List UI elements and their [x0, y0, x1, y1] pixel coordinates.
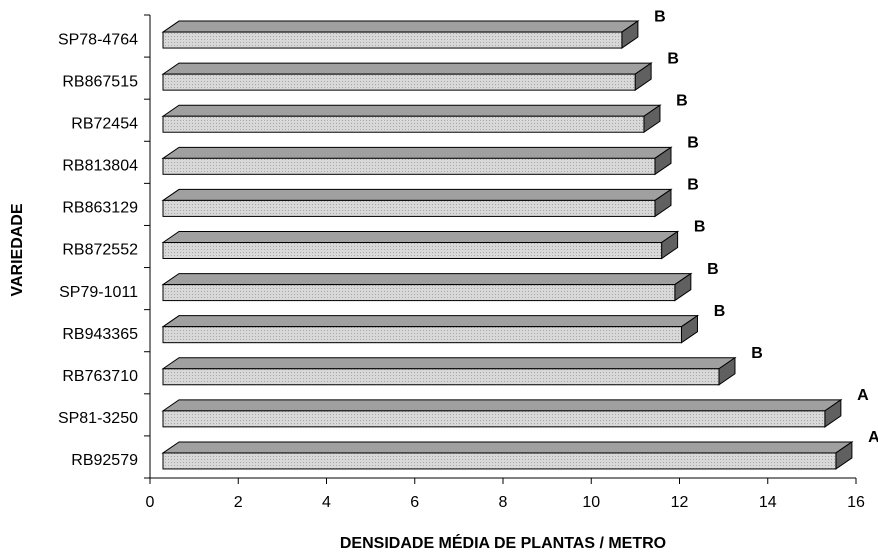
x-tick-label: 2	[234, 494, 243, 511]
bar	[162, 326, 682, 344]
bar	[162, 452, 837, 470]
bar-letter: B	[714, 303, 726, 320]
bar-letter: B	[751, 345, 763, 362]
bar-top	[161, 104, 662, 117]
bar-letter: B	[676, 92, 688, 109]
x-tick-label: 8	[499, 494, 508, 511]
bar-letter: B	[707, 261, 719, 278]
y-tick-label: RB867515	[62, 73, 138, 90]
bar-top	[161, 20, 640, 33]
bar-letter: B	[694, 219, 706, 236]
y-tick-label: RB72454	[71, 115, 138, 132]
bar-letter: B	[687, 135, 699, 152]
bar-top	[161, 357, 737, 370]
bar-top	[161, 231, 680, 243]
x-tick-label: 4	[322, 494, 331, 511]
bar	[162, 410, 826, 428]
bar-top	[161, 146, 673, 159]
bar	[162, 157, 656, 175]
bar-top	[161, 188, 673, 201]
y-tick-label: RB943365	[62, 326, 138, 343]
bar-top	[161, 273, 693, 286]
bar-top	[161, 62, 653, 75]
bar-top	[161, 441, 854, 454]
x-tick-label: 0	[146, 494, 155, 511]
bar	[162, 242, 663, 259]
bar-letter: A	[857, 387, 869, 404]
y-tick-label: RB863129	[62, 200, 138, 217]
y-tick-label: SP79-1011	[59, 284, 138, 301]
y-tick-label: SP81-3250	[58, 410, 138, 427]
bar-top	[161, 399, 843, 412]
x-tick-label: 10	[582, 494, 600, 511]
x-tick-label: 14	[759, 494, 777, 511]
y-tick-label: RB813804	[62, 158, 138, 175]
bar-letter: A	[868, 429, 878, 446]
bar	[162, 31, 623, 49]
bar	[162, 73, 636, 91]
x-axis-title: DENSIDADE MÉDIA DE PLANTAS / METRO	[340, 533, 666, 552]
bar-letter: B	[654, 8, 666, 25]
bar-letter: B	[687, 177, 699, 194]
y-tick-label: SP78-4764	[58, 31, 138, 48]
bar	[162, 115, 645, 133]
bar	[162, 368, 720, 386]
bar	[162, 199, 656, 217]
bar-top	[161, 315, 700, 328]
y-tick-label: RB92579	[71, 452, 138, 469]
bar	[162, 284, 676, 302]
x-tick-label: 6	[410, 494, 419, 511]
bar-letter: B	[667, 50, 679, 67]
y-tick-label: RB872552	[62, 242, 138, 259]
y-tick-label: RB763710	[62, 368, 138, 385]
x-tick-label: 16	[847, 494, 865, 511]
x-tick-label: 12	[671, 494, 689, 511]
y-axis-title: VARIEDADE	[9, 203, 26, 296]
